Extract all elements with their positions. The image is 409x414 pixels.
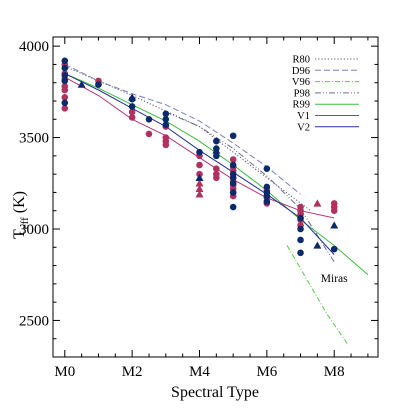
data-point-circle [330, 207, 338, 215]
data-point-circle [61, 94, 69, 101]
x-tick-label: M4 [189, 364, 210, 380]
data-point-circle [61, 105, 69, 112]
data-point-circle [229, 189, 237, 196]
data-point-circle [61, 86, 69, 94]
legend-label: V2 [297, 122, 310, 133]
data-point-triangle [313, 199, 322, 207]
data-point-circle [297, 214, 304, 222]
data-point-circle [213, 137, 220, 145]
data-point-circle [263, 165, 271, 172]
legend-label: P98 [294, 88, 310, 99]
data-point-circle [263, 198, 271, 205]
data-point-circle [162, 141, 170, 149]
x-tick-label: M6 [256, 364, 277, 380]
data-point-circle [61, 57, 69, 65]
data-point-circle [263, 183, 271, 191]
data-point-triangle [77, 80, 86, 88]
data-point-circle [297, 249, 304, 257]
data-point-triangle [195, 179, 204, 187]
data-point-circle [263, 192, 271, 200]
data-point-circle [162, 110, 170, 118]
data-point-circle [128, 108, 136, 116]
x-axis-title: Spectral Type [171, 384, 259, 401]
legend-label: V96 [292, 77, 310, 88]
data-point-circle [128, 114, 136, 121]
legend-label: R99 [292, 100, 310, 111]
y-axis-title-subscript: eff [19, 217, 31, 229]
series-line-v96 [286, 245, 349, 345]
data-point-circle [95, 81, 102, 88]
data-point-triangle [195, 190, 204, 198]
y-axis-title-symbol: T [11, 229, 28, 239]
series-line-p98 [165, 111, 335, 263]
data-point-circle [297, 236, 304, 244]
data-point-circle [162, 121, 170, 129]
data-point-circle [61, 64, 69, 72]
data-point-circle [128, 103, 136, 110]
y-tick-label: 4000 [19, 39, 49, 55]
data-point-circle [213, 152, 220, 160]
series-line-d96 [64, 63, 301, 195]
data-point-circle [196, 148, 203, 156]
data-point-triangle [128, 93, 137, 101]
data-point-triangle [195, 173, 204, 181]
legend-label: D96 [292, 66, 310, 77]
y-tick-label: 3500 [19, 131, 49, 147]
data-point-circle [145, 130, 153, 138]
legend-label: V1 [297, 111, 310, 122]
series-line-r80 [64, 65, 311, 212]
data-point-circle [196, 161, 203, 169]
data-point-circle [61, 99, 69, 107]
data-point-circle [213, 174, 220, 182]
x-tick-label: M2 [122, 364, 143, 380]
data-point-triangle [212, 146, 221, 154]
data-point-circle [330, 245, 338, 253]
data-point-circle [229, 132, 237, 140]
y-axis-title-unit: (K) [11, 191, 28, 213]
plot-frame [52, 36, 379, 358]
data-point-triangle [313, 241, 322, 249]
y-tick-label: 3000 [19, 222, 49, 238]
legend-label: R80 [292, 55, 310, 66]
y-axis-title: Teff (K) [11, 191, 31, 239]
data-point-circle [61, 72, 69, 79]
data-point-circle [145, 115, 153, 123]
data-point-circle [229, 179, 237, 187]
y-tick-label: 2500 [19, 313, 49, 329]
data-point-circle [229, 174, 237, 182]
svg-text:Teff (K): Teff (K) [11, 191, 31, 239]
x-tick-label: M8 [324, 364, 345, 380]
data-point-triangle [330, 221, 339, 229]
data-point-circle [229, 161, 237, 169]
data-point-triangle [195, 184, 204, 192]
data-point-circle [229, 156, 237, 163]
data-point-circle [297, 225, 304, 233]
data-point-circle [162, 115, 170, 123]
data-point-circle [213, 165, 220, 172]
x-tick-label: M0 [54, 364, 75, 380]
annotation-label: Miras [321, 273, 348, 285]
data-point-circle [61, 77, 69, 85]
data-point-circle [229, 203, 237, 211]
